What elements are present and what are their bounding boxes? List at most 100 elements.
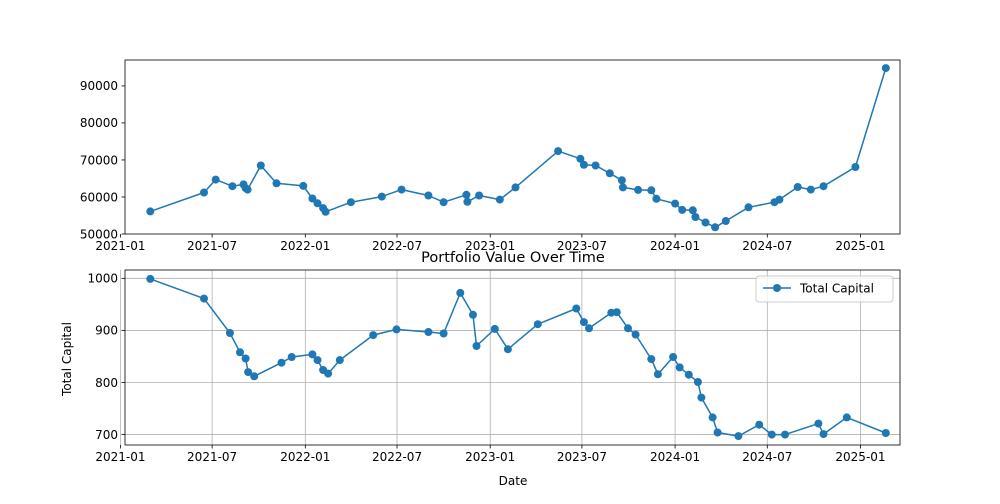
data-point [708,413,717,422]
y-tick-label: 900 [95,324,118,338]
data-point [495,195,504,204]
x-tick-label: 2022-07 [372,239,422,253]
data-point [691,213,700,221]
x-tick-label: 2021-01 [95,239,145,253]
data-point [244,368,253,377]
data-point [881,64,890,73]
data-point [631,330,640,339]
data-point [806,185,815,194]
y-tick-label: 800 [95,376,118,390]
data-point [624,324,632,333]
data-point [397,185,406,194]
data-point [146,207,155,216]
data-point [324,369,333,378]
top-series [146,64,890,232]
x-tick-label: 2024-07 [742,450,792,464]
data-point [308,194,317,203]
data-point [369,331,378,340]
legend-label: Total Capital [799,282,874,296]
legend-marker [773,284,781,292]
top-y-ticks: 50000 60000 70000 80000 90000 [80,79,125,241]
data-point [511,183,520,192]
y-axis-label: Total Capital [60,322,74,397]
x-tick-label: 2024-01 [650,239,700,253]
y-tick-label: 60000 [80,190,118,204]
data-point [243,185,252,194]
top-axes-frame [124,59,901,235]
data-point [503,345,512,354]
data-point [146,274,155,283]
data-point [211,175,220,184]
data-point [669,353,678,361]
data-point [688,206,697,215]
data-point [424,191,433,200]
data-point [200,294,208,303]
data-point [671,199,680,208]
data-point [612,308,621,317]
x-tick-label: 2022-07 [372,450,422,464]
x-tick-label: 2021-07 [187,239,237,253]
y-tick-label: 50000 [80,227,118,241]
bottom-axes: 2021-01 2021-07 2022-01 2022-07 2023-01 2023-… [87,269,901,464]
x-tick-label: 2025-01 [835,239,885,253]
x-tick-label: 2021-01 [95,450,145,464]
data-point [617,176,626,185]
y-tick-label: 70000 [80,153,118,167]
data-point [819,430,828,439]
data-point [767,430,776,439]
data-point [775,195,784,204]
y-tick-label: 80000 [80,116,118,130]
data-point [462,190,471,199]
data-point [591,161,600,170]
data-point [605,169,614,178]
data-point [675,363,684,372]
data-point [225,329,234,337]
data-point [228,182,237,191]
data-point [734,432,743,441]
data-point [579,318,588,327]
data-point [618,183,627,192]
x-tick-label: 2024-07 [742,239,792,253]
data-point [236,348,244,357]
data-point [579,160,588,169]
data-point [490,324,499,333]
x-tick-label: 2023-01 [465,450,515,464]
data-point [814,419,823,428]
data-point [299,181,308,190]
x-axis-label: Date [499,474,528,488]
data-point [392,325,401,334]
data-point [647,355,656,364]
x-tick-label: 2023-01 [465,239,515,253]
data-point [701,218,710,227]
x-tick-label: 2024-01 [650,450,700,464]
top-x-ticks: 2021-01 2021-07 2022-01 2022-07 2023-01 2023-… [95,234,886,253]
data-point [744,203,753,212]
bottom-x-ticks: 2021-01 2021-07 2022-01 2022-07 2023-01 2023-… [95,445,886,464]
data-point [842,413,851,422]
bottom-series [146,274,890,441]
data-point [693,378,702,386]
data-point [377,192,386,201]
data-point [653,370,662,379]
data-point [572,304,581,313]
chart-title: Portfolio Value Over Time [421,250,605,266]
x-tick-label: 2023-07 [557,450,607,464]
data-point [711,223,720,232]
data-point [321,207,330,216]
data-point [241,354,250,363]
y-tick-label: 700 [95,428,118,442]
legend-box [755,275,894,303]
x-tick-label: 2022-01 [280,239,330,253]
data-point [308,350,317,359]
data-point [287,353,296,361]
y-tick-label: 1000 [87,272,118,286]
x-tick-label: 2023-07 [557,239,607,253]
x-tick-label: 2021-07 [187,450,237,464]
bottom-axes-frame [124,269,901,446]
data-point [439,198,448,207]
data-point [472,342,481,350]
data-point [469,310,477,319]
top-axes: 2021-01 2021-07 2022-01 2022-07 2023-01 2023-… [80,59,901,253]
data-point [851,163,860,171]
